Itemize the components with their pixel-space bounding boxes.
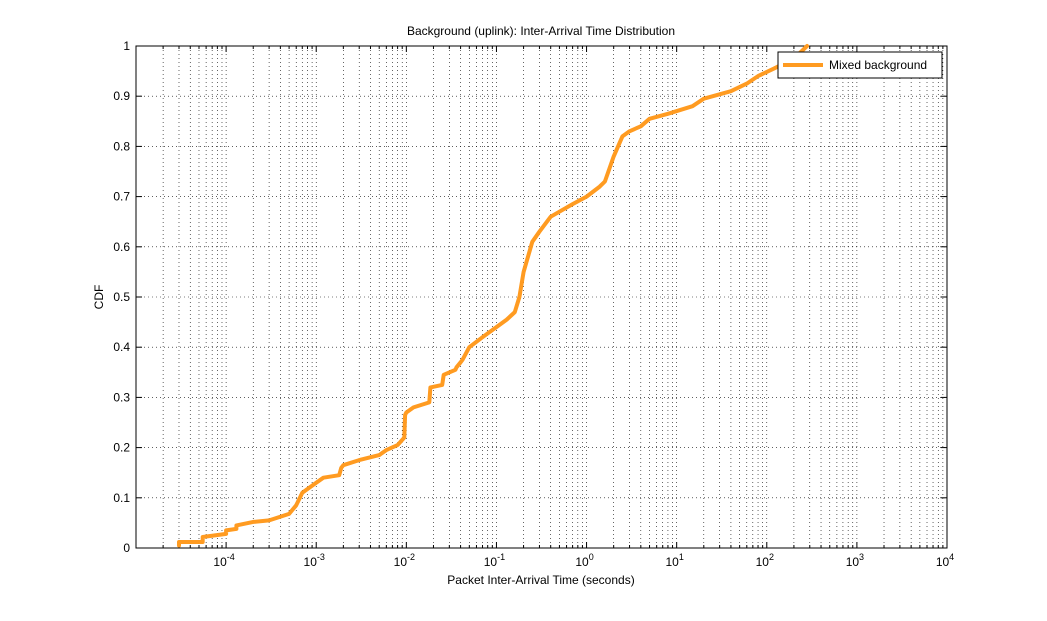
x-axis-title: Packet Inter-Arrival Time (seconds) [447, 573, 634, 587]
x-tick-exponent: -2 [407, 552, 415, 562]
x-tick-exponent: 0 [589, 552, 594, 562]
legend: Mixed background [777, 51, 943, 79]
x-tick-base: 10 [575, 555, 589, 569]
x-tick-base: 10 [304, 555, 318, 569]
x-tick-exponent: 2 [769, 552, 774, 562]
x-tick-label: 102 [756, 552, 774, 569]
y-tick-label: 1 [123, 39, 130, 53]
y-tick-label: 0.6 [113, 240, 130, 254]
series [177, 44, 810, 548]
x-tick-base: 10 [846, 555, 860, 569]
series-line-mixed-background [177, 44, 810, 548]
x-tick-base: 10 [665, 555, 679, 569]
x-tick-exponent: -4 [227, 552, 235, 562]
x-tick-base: 10 [484, 555, 498, 569]
x-tick-label: 10-4 [213, 552, 234, 569]
y-tick-label: 0.2 [113, 441, 130, 455]
x-tick-base: 10 [756, 555, 770, 569]
x-tick-label: 10-3 [304, 552, 325, 569]
y-tick-label: 0.3 [113, 390, 130, 404]
chart-title: Background (uplink): Inter-Arrival Time … [407, 24, 675, 38]
x-tick-exponent: 1 [679, 552, 684, 562]
x-tick-label: 101 [665, 552, 683, 569]
x-tick-exponent: 4 [949, 552, 954, 562]
y-tick-label: 0.8 [113, 139, 130, 153]
y-axis-title: CDF [92, 285, 106, 310]
x-tick-label: 104 [936, 552, 954, 569]
x-tick-base: 10 [213, 555, 227, 569]
x-tick-base: 10 [936, 555, 950, 569]
y-tick-label: 0 [123, 541, 130, 555]
x-tick-exponent: -1 [497, 552, 505, 562]
y-tick-label: 0.7 [113, 190, 130, 204]
x-tick-label: 10-2 [394, 552, 415, 569]
y-tick-label: 0.1 [113, 491, 130, 505]
x-tick-label: 100 [575, 552, 593, 569]
legend-label: Mixed background [829, 58, 927, 72]
y-tick-label: 0.9 [113, 89, 130, 103]
x-tick-label: 10-1 [484, 552, 505, 569]
x-tick-exponent: 3 [859, 552, 864, 562]
x-tick-base: 10 [394, 555, 408, 569]
x-tick-label: 103 [846, 552, 864, 569]
y-tick-label: 0.5 [113, 290, 130, 304]
x-tick-exponent: -3 [317, 552, 325, 562]
y-tick-label: 0.4 [113, 340, 130, 354]
